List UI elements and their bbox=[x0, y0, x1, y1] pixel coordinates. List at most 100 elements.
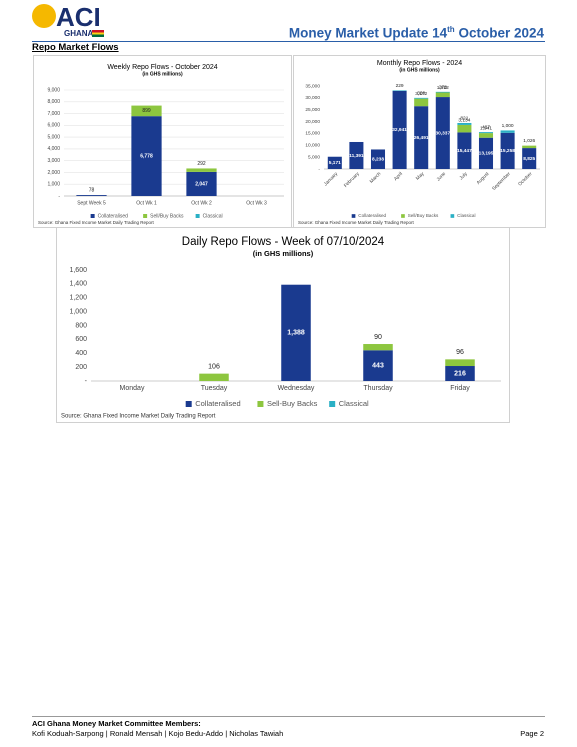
y-tick-label: 5,000 bbox=[308, 154, 320, 160]
y-tick-label: - bbox=[318, 167, 320, 172]
legend-swatch bbox=[143, 214, 148, 218]
bar-segment bbox=[363, 344, 393, 351]
x-tick-label: Thursday bbox=[363, 385, 393, 392]
data-label: 11,391 bbox=[349, 153, 364, 159]
y-tick-label: 30,000 bbox=[305, 95, 320, 101]
chart-title: Weekly Repo Flows - October 2024 bbox=[107, 64, 217, 71]
bar-segment bbox=[349, 141, 364, 169]
x-tick-label: Sept Week 5 bbox=[77, 200, 106, 206]
bar-segment bbox=[414, 106, 429, 169]
y-tick-label: 15,000 bbox=[305, 131, 320, 137]
data-label: 8,825 bbox=[523, 156, 535, 162]
data-label: 443 bbox=[372, 362, 384, 369]
y-tick-label: 4,000 bbox=[47, 146, 60, 152]
x-tick-label: September bbox=[491, 171, 512, 192]
data-label: 330 bbox=[417, 90, 425, 96]
legend-label: Collateralised bbox=[195, 399, 240, 408]
y-tick-label: 1,000 bbox=[69, 308, 87, 315]
legend-swatch bbox=[90, 214, 95, 218]
y-tick-label: 600 bbox=[75, 336, 87, 343]
bar-segment bbox=[281, 284, 311, 381]
bar-segment bbox=[435, 97, 450, 169]
page-title: Money Market Update 14th October 2024 bbox=[289, 25, 544, 41]
bar-segment bbox=[131, 116, 162, 196]
header-rule bbox=[32, 41, 545, 42]
bar-segment bbox=[435, 92, 450, 98]
y-tick-label: 20,000 bbox=[305, 119, 320, 125]
bar-segment bbox=[457, 122, 472, 125]
data-label: 2,047 bbox=[195, 181, 208, 187]
bar-segment bbox=[131, 105, 162, 117]
y-tick-label: 1,200 bbox=[69, 295, 87, 302]
bar-segment bbox=[522, 148, 537, 169]
chart: Daily Repo Flows - Week of 07/10/2024(in… bbox=[56, 227, 510, 423]
bar-segment bbox=[457, 132, 472, 169]
x-tick-label: Friday bbox=[450, 385, 470, 392]
data-label: 278 bbox=[439, 84, 447, 90]
bar-segment bbox=[457, 124, 472, 133]
bar-segment bbox=[199, 373, 229, 381]
chart-source: Source: Ghana Fixed Income Market Daily … bbox=[38, 220, 155, 225]
data-label: 15,447 bbox=[457, 148, 472, 154]
data-label: 3,134 bbox=[458, 117, 470, 123]
data-label: 1,922 bbox=[437, 85, 449, 91]
bar-segment bbox=[414, 97, 429, 99]
chart-source: Source: Ghana Fixed Income Market Daily … bbox=[61, 414, 216, 420]
data-label: 26,491 bbox=[414, 135, 429, 141]
y-tick-label: - bbox=[58, 193, 60, 199]
legend-label: Classical bbox=[339, 399, 369, 408]
data-label: 229 bbox=[396, 83, 404, 89]
footer-committee: ACI Ghana Money Market Committee Members… bbox=[32, 719, 201, 728]
bar-segment bbox=[76, 195, 107, 196]
y-tick-label: 2,000 bbox=[47, 170, 60, 176]
legend-label: Sell/Buy Backs bbox=[150, 213, 184, 219]
data-label: 3,172 bbox=[415, 91, 427, 97]
y-tick-label: 3,000 bbox=[47, 158, 60, 164]
section-title: Repo Market Flows bbox=[32, 42, 119, 53]
bar-segment bbox=[435, 91, 450, 93]
data-label: 78 bbox=[89, 187, 95, 193]
bar-segment bbox=[370, 149, 386, 169]
y-tick-label: 8,000 bbox=[47, 99, 60, 105]
data-label: 106 bbox=[208, 363, 220, 370]
chart-subtitle: (in GHS millions) bbox=[399, 67, 440, 73]
legend-swatch bbox=[185, 401, 192, 407]
legend-swatch bbox=[257, 401, 264, 407]
y-tick-label: 25,000 bbox=[305, 107, 320, 113]
y-tick-label: 1,000 bbox=[47, 182, 60, 188]
y-tick-label: 1,400 bbox=[69, 281, 87, 288]
bar-segment bbox=[327, 156, 342, 169]
legend-swatch bbox=[195, 214, 200, 218]
y-tick-label: 400 bbox=[75, 350, 87, 357]
x-tick-label: July bbox=[458, 171, 469, 182]
bar-segment bbox=[186, 168, 217, 172]
y-tick-label: 7,000 bbox=[47, 111, 60, 117]
legend-swatch bbox=[351, 214, 356, 218]
x-tick-label: October bbox=[517, 171, 534, 188]
bar-segment bbox=[392, 90, 407, 169]
data-label: 15,258 bbox=[500, 148, 515, 154]
x-tick-label: Monday bbox=[120, 385, 145, 392]
x-tick-label: January bbox=[323, 171, 340, 188]
data-label: 32,941 bbox=[392, 127, 407, 133]
legend-label: Collateralised bbox=[98, 213, 129, 219]
data-label: 30,337 bbox=[435, 130, 450, 136]
logo-sub: GHANA bbox=[64, 29, 94, 38]
data-label: 13,195 bbox=[479, 151, 494, 157]
logo-globe bbox=[32, 4, 56, 28]
chart-title: Daily Repo Flows - Week of 07/10/2024 bbox=[182, 236, 385, 248]
x-tick-label: April bbox=[393, 171, 404, 182]
x-tick-label: August bbox=[476, 171, 491, 186]
y-tick-label: 6,000 bbox=[47, 123, 60, 129]
legend-swatch bbox=[450, 214, 455, 218]
data-label: 6,778 bbox=[140, 153, 153, 159]
footer-members: Kofi Koduah-Sarpong | Ronald Mensah | Ko… bbox=[32, 729, 284, 738]
y-tick-label: 200 bbox=[75, 364, 87, 371]
data-label: 821 bbox=[460, 115, 468, 121]
legend-swatch bbox=[401, 214, 405, 218]
x-tick-label: May bbox=[415, 171, 426, 182]
y-tick-label: 800 bbox=[75, 322, 87, 329]
logo-text: ACI bbox=[56, 2, 101, 32]
y-tick-label: 5,000 bbox=[47, 134, 60, 140]
x-tick-label: June bbox=[436, 171, 448, 183]
